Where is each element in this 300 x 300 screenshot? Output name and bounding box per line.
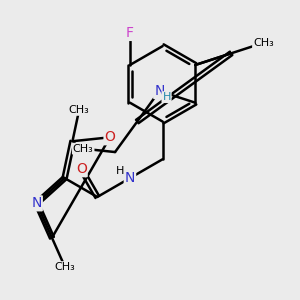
Text: H: H <box>162 92 171 102</box>
Text: CH₃: CH₃ <box>73 144 94 154</box>
Text: CH₃: CH₃ <box>55 262 75 272</box>
Text: O: O <box>104 130 116 144</box>
Text: N: N <box>32 196 42 210</box>
Text: CH₃: CH₃ <box>69 105 89 115</box>
Text: CH₃: CH₃ <box>253 38 274 48</box>
Text: F: F <box>126 26 134 40</box>
Text: H: H <box>116 166 125 176</box>
Text: O: O <box>76 162 87 176</box>
Text: N: N <box>154 84 165 98</box>
Text: N: N <box>125 171 135 185</box>
